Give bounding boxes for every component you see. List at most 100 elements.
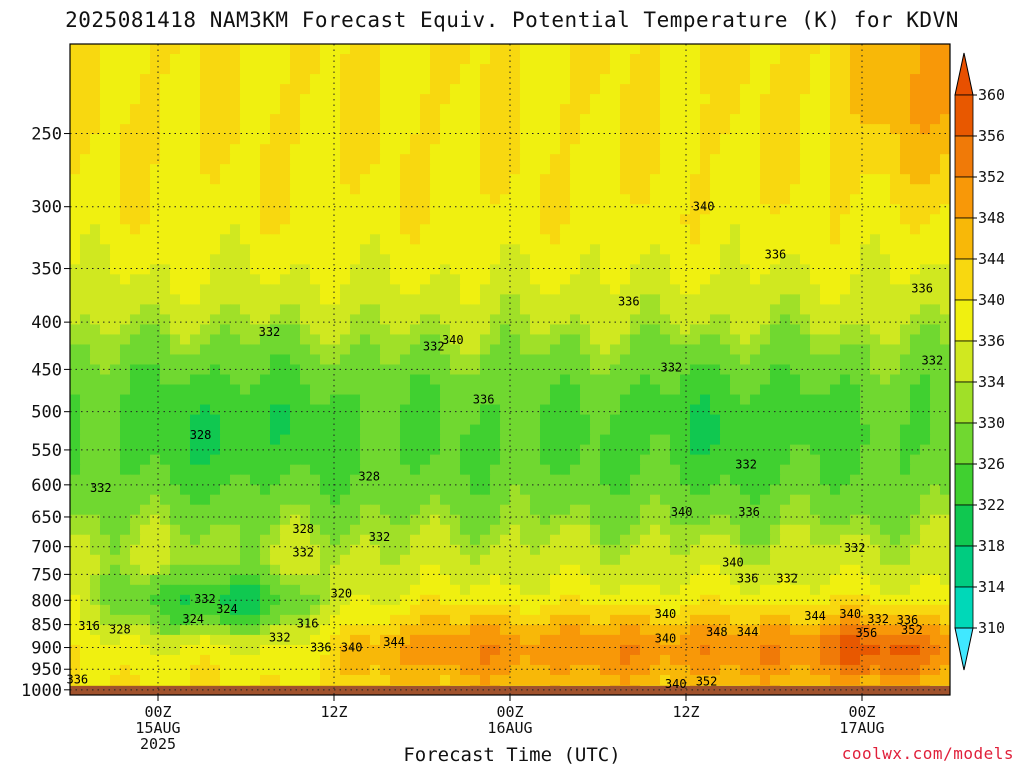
contour-label: 356 bbox=[856, 626, 878, 640]
contour-label: 352 bbox=[901, 623, 923, 637]
contour-label: 336 bbox=[310, 641, 332, 655]
contour-label: 328 bbox=[109, 622, 131, 636]
colorbar-label: 352 bbox=[978, 168, 1005, 186]
contour-label: 340 bbox=[693, 200, 715, 214]
colorbar-label: 336 bbox=[978, 332, 1005, 350]
colorbar-segment bbox=[954, 176, 974, 219]
contour-label: 336 bbox=[618, 295, 640, 309]
y-tick-label: 1000 bbox=[21, 681, 62, 701]
y-tick-label: 250 bbox=[31, 125, 62, 145]
contour-label: 332 bbox=[867, 612, 889, 626]
colorbar-segment bbox=[954, 422, 974, 465]
contour-label: 324 bbox=[216, 602, 238, 616]
y-tick-label: 600 bbox=[31, 476, 62, 496]
colorbar-segment bbox=[954, 135, 974, 178]
contour-label: 336 bbox=[765, 248, 787, 262]
credit-text: coolwx.com/models bbox=[841, 744, 1014, 763]
y-tick-label: 650 bbox=[31, 508, 62, 528]
x-tick-label: 17AUG bbox=[839, 719, 884, 737]
y-tick-label: 900 bbox=[31, 639, 62, 659]
contour-label: 336 bbox=[737, 572, 759, 586]
contour-label: 340 bbox=[655, 632, 677, 646]
contour-label: 316 bbox=[297, 617, 319, 631]
x-axis-label: Forecast Time (UTC) bbox=[403, 744, 621, 766]
y-tick-label: 500 bbox=[31, 403, 62, 423]
colorbar-segment bbox=[954, 94, 974, 137]
x-tick-label: 16AUG bbox=[487, 719, 532, 737]
y-tick-label: 350 bbox=[31, 260, 62, 280]
contour-label: 332 bbox=[423, 339, 445, 353]
colorbar-label: 334 bbox=[978, 373, 1005, 391]
y-tick-label: 450 bbox=[31, 360, 62, 380]
contour-label: 332 bbox=[292, 545, 314, 559]
colorbar-label: 360 bbox=[978, 86, 1005, 104]
colorbar-segment bbox=[954, 463, 974, 506]
colorbar-label: 314 bbox=[978, 578, 1005, 596]
contour-label: 328 bbox=[358, 470, 380, 484]
chart-title: 2025081418 NAM3KM Forecast Equiv. Potent… bbox=[65, 8, 959, 32]
contour-label: 332 bbox=[922, 353, 944, 367]
x-tick-label: 00Z bbox=[496, 703, 523, 721]
colorbar-label: 340 bbox=[978, 291, 1005, 309]
contour-label: 340 bbox=[722, 555, 744, 569]
colorbar-label: 330 bbox=[978, 414, 1005, 432]
colorbar-label: 322 bbox=[978, 496, 1005, 514]
contour-label: 344 bbox=[383, 635, 405, 649]
y-tick-label: 850 bbox=[31, 616, 62, 636]
contour-label: 352 bbox=[696, 675, 718, 689]
x-tick-label: 00Z bbox=[848, 703, 875, 721]
colorbar-segment bbox=[954, 340, 974, 383]
colorbar-label: 344 bbox=[978, 250, 1005, 268]
contour-label: 332 bbox=[259, 325, 281, 339]
contour-label: 328 bbox=[292, 522, 314, 536]
colorbar-segment bbox=[954, 217, 974, 260]
contour-label: 340 bbox=[665, 677, 687, 691]
contour-label: 332 bbox=[735, 457, 757, 471]
colorbar-segment bbox=[954, 299, 974, 342]
contour-label: 332 bbox=[369, 530, 391, 544]
colorbar-segment bbox=[954, 258, 974, 301]
contour-label: 336 bbox=[897, 613, 919, 627]
colorbar-label: 310 bbox=[978, 619, 1005, 637]
contour-label: 332 bbox=[660, 361, 682, 375]
contour-label: 336 bbox=[738, 505, 760, 519]
y-tick-label: 400 bbox=[31, 313, 62, 333]
ground-fill bbox=[70, 685, 950, 695]
colorbar-label: 326 bbox=[978, 455, 1005, 473]
x-tick-label: 2025 bbox=[140, 735, 176, 753]
contour-label: 328 bbox=[190, 428, 212, 442]
contour-label: 332 bbox=[844, 541, 866, 555]
y-tick-label: 700 bbox=[31, 538, 62, 558]
colorbar-segment bbox=[954, 504, 974, 547]
x-tick-label: 12Z bbox=[320, 703, 347, 721]
contour-label: 324 bbox=[182, 612, 204, 626]
contour-label: 336 bbox=[911, 282, 933, 296]
contour-label: 344 bbox=[804, 609, 826, 623]
colorbar-under-arrow bbox=[954, 627, 974, 671]
y-tick-label: 300 bbox=[31, 198, 62, 218]
colorbar-segment bbox=[954, 586, 974, 629]
y-tick-label: 800 bbox=[31, 591, 62, 611]
colorbar-segment bbox=[954, 545, 974, 588]
y-tick-label: 550 bbox=[31, 441, 62, 461]
colorbar-label: 318 bbox=[978, 537, 1005, 555]
contour-label: 332 bbox=[90, 481, 112, 495]
contour-label: 340 bbox=[341, 641, 363, 655]
colorbar-segment bbox=[954, 381, 974, 424]
contour-label: 340 bbox=[442, 333, 464, 347]
colorbar-label: 356 bbox=[978, 127, 1005, 145]
contour-label: 332 bbox=[194, 592, 216, 606]
colorbar-over-arrow bbox=[954, 52, 974, 96]
y-tick-label: 750 bbox=[31, 565, 62, 585]
contour-label: 336 bbox=[66, 673, 88, 687]
contour-label: 348 bbox=[706, 625, 728, 639]
x-tick-label: 15AUG bbox=[135, 719, 180, 737]
contour-label: 344 bbox=[737, 625, 759, 639]
x-tick-label: 00Z bbox=[144, 703, 171, 721]
contour-label: 332 bbox=[269, 631, 291, 645]
contour-label: 340 bbox=[655, 607, 677, 621]
contour-label: 316 bbox=[78, 619, 100, 633]
contour-label: 336 bbox=[473, 392, 495, 406]
